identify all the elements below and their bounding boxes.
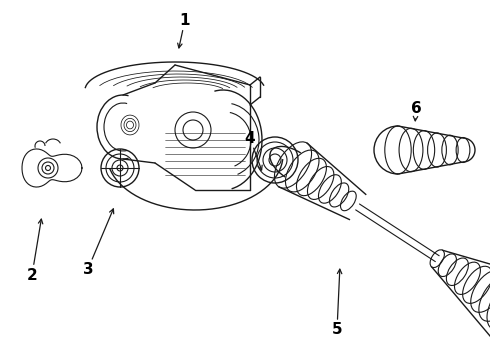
Text: 5: 5: [332, 323, 343, 338]
Text: 1: 1: [180, 13, 190, 27]
Text: 3: 3: [83, 261, 93, 276]
Text: 2: 2: [26, 267, 37, 283]
Text: 6: 6: [411, 100, 421, 116]
Text: 4: 4: [245, 131, 255, 145]
